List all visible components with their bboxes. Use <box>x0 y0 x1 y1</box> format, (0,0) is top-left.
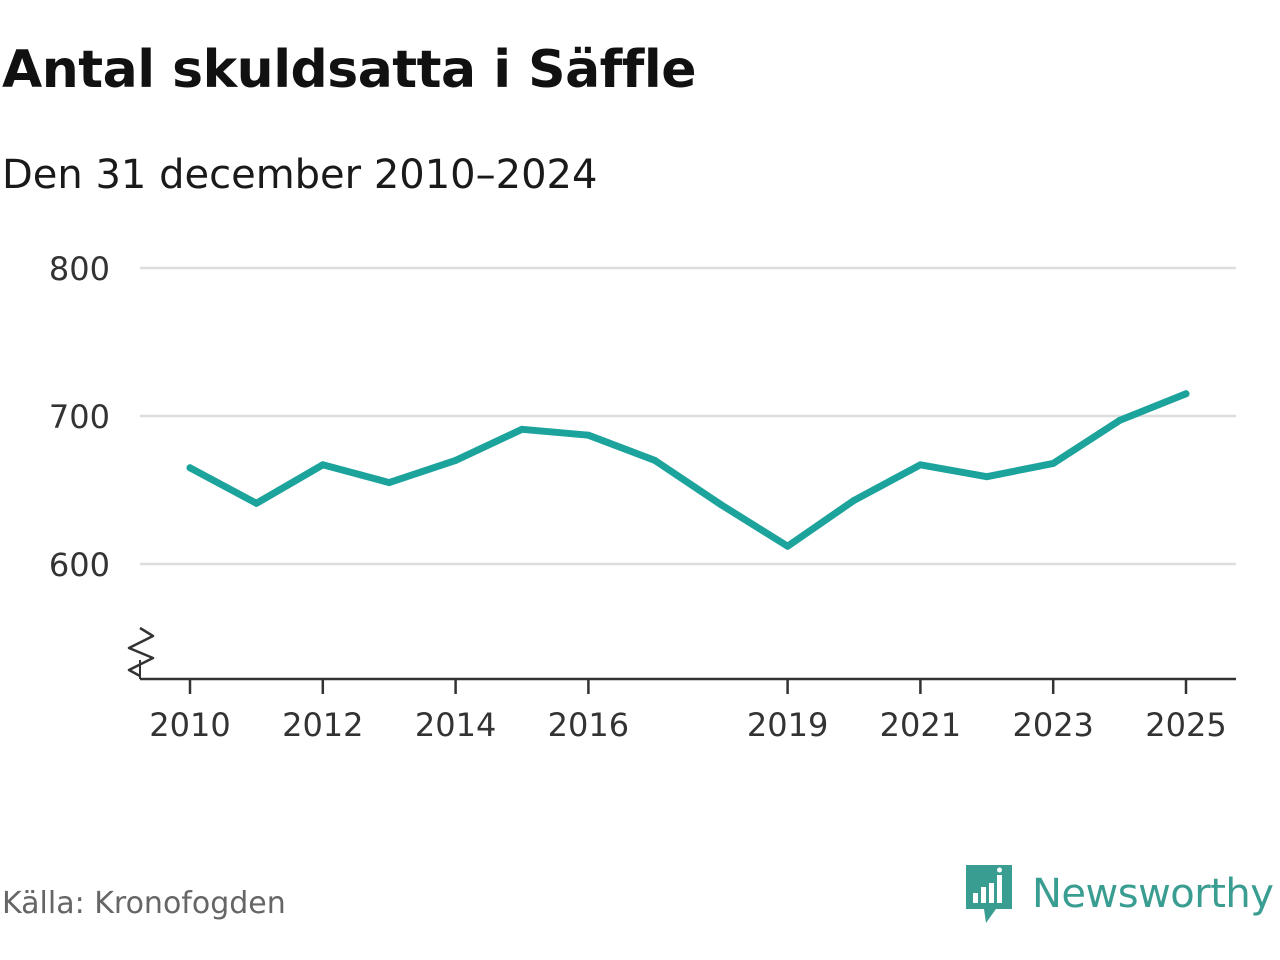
x-tick-label-2019: 2019 <box>747 706 828 744</box>
data-point-2013 <box>385 479 393 487</box>
data-point-2021 <box>916 461 924 469</box>
x-tick-label-2025: 2025 <box>1145 706 1226 744</box>
newsworthy-logo: Newsworthy <box>964 862 1274 926</box>
chart-title: Antal skuldsatta i Säffle <box>2 40 697 100</box>
chart-subtitle: Den 31 december 2010–2024 <box>2 152 598 198</box>
source-note: Källa: Kronofogden <box>2 886 286 921</box>
y-axis-labels: 600 700 800 <box>49 250 110 584</box>
x-axis-labels: 2010 2012 2014 2016 2019 2021 2023 2025 <box>149 706 1226 744</box>
data-point-2019 <box>784 542 792 550</box>
data-point-2016 <box>584 431 592 439</box>
x-tick-label-2014: 2014 <box>415 706 496 744</box>
x-tick-label-2016: 2016 <box>548 706 629 744</box>
newsworthy-logo-icon <box>966 865 1012 923</box>
data-point-2025 <box>1182 390 1190 398</box>
y-tick-label-700: 700 <box>49 398 110 436</box>
y-tick-label-800: 800 <box>49 250 110 288</box>
data-point-2023 <box>1049 459 1057 467</box>
data-point-2012 <box>319 461 327 469</box>
data-point-2010 <box>186 464 194 472</box>
data-point-2015 <box>518 425 526 433</box>
x-tick-label-2021: 2021 <box>880 706 961 744</box>
x-tick-label-2012: 2012 <box>282 706 363 744</box>
series-line-0 <box>186 390 1190 550</box>
x-tick-label-2010: 2010 <box>149 706 230 744</box>
data-point-2018 <box>717 501 725 509</box>
data-point-2022 <box>983 473 991 481</box>
newsworthy-logo-text: Newsworthy <box>1032 871 1274 917</box>
x-tick-label-2023: 2023 <box>1012 706 1093 744</box>
series <box>186 390 1190 550</box>
gridlines <box>140 266 1236 566</box>
data-point-2020 <box>850 496 858 504</box>
x-axis <box>127 626 1236 694</box>
data-point-2017 <box>651 456 659 464</box>
data-point-2024 <box>1116 416 1124 424</box>
y-tick-label-600: 600 <box>49 546 110 584</box>
data-point-2014 <box>452 456 460 464</box>
data-point-2011 <box>252 499 260 507</box>
axis-break-marker <box>127 626 155 678</box>
